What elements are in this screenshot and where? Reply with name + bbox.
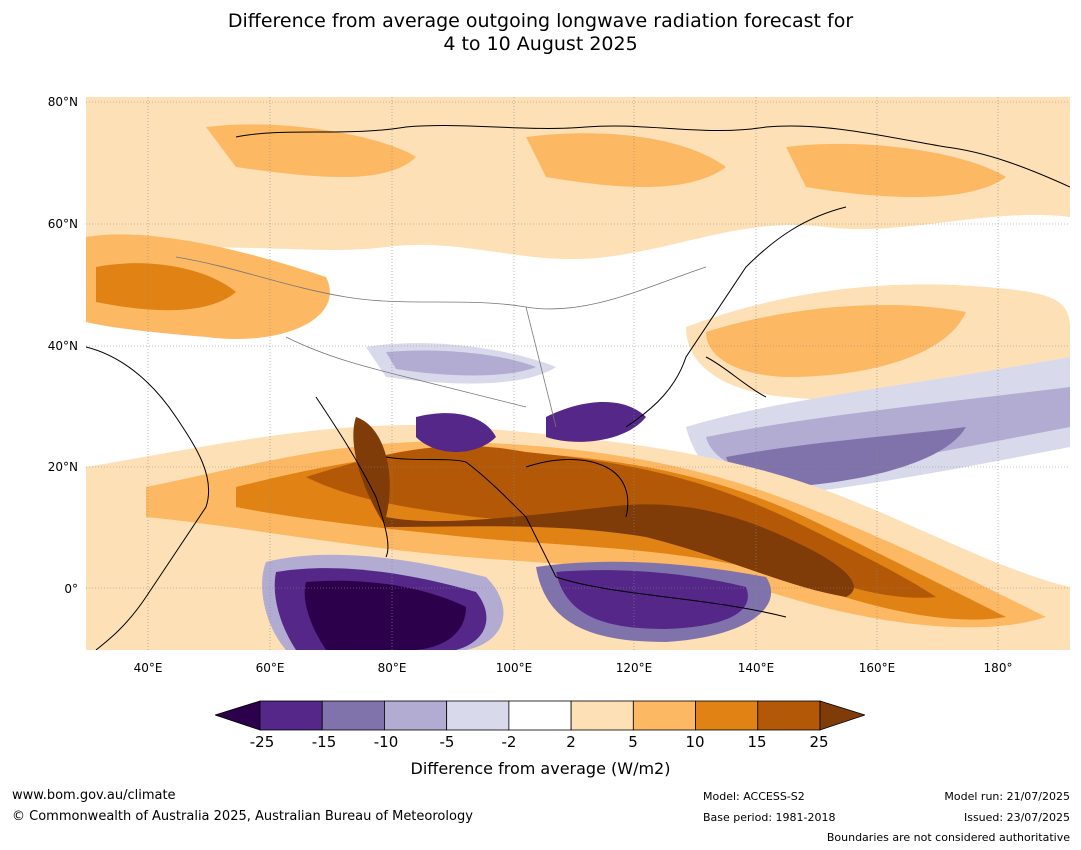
lon-label-120e: 120°E — [615, 661, 653, 675]
colorbar-tick: 25 — [809, 733, 829, 751]
olr-anomaly-map — [86, 97, 1070, 650]
lon-label-140e: 140°E — [737, 661, 775, 675]
colorbar-cell — [384, 700, 448, 731]
colorbar-tick: -15 — [311, 733, 337, 751]
colorbar-extend-high — [819, 700, 865, 731]
colorbar-tick: -25 — [249, 733, 275, 751]
lon-label-60e: 60°E — [255, 661, 285, 675]
footer-model-run: Model run: 21/07/2025 — [944, 790, 1070, 803]
colorbar-tick: -5 — [439, 733, 455, 751]
lat-label-40n: 40°N — [47, 339, 78, 353]
colorbar-tick: 10 — [685, 733, 705, 751]
colorbar-cell — [446, 700, 510, 731]
footer-copyright: © Commonwealth of Australia 2025, Austra… — [12, 809, 473, 824]
footer-base-period: Base period: 1981-2018 — [703, 811, 836, 824]
colorbar-extend-low — [215, 700, 261, 731]
map-title: Difference from average outgoing longwav… — [0, 10, 1081, 56]
title-line-1: Difference from average outgoing longwav… — [227, 10, 854, 32]
lon-label-80e: 80°E — [377, 661, 407, 675]
lon-label-40e: 40°E — [133, 661, 163, 675]
colorbar-cell — [508, 700, 572, 731]
footer-model: Model: ACCESS-S2 — [703, 790, 805, 803]
map-svg — [86, 97, 1070, 650]
lat-label-0: 0° — [64, 582, 78, 596]
footer-website: www.bom.gov.au/climate — [12, 788, 176, 803]
lon-label-160e: 160°E — [858, 661, 896, 675]
colorbar-cell — [259, 700, 323, 731]
footer-issued: Issued: 23/07/2025 — [963, 811, 1070, 824]
lat-label-20n: 20°N — [47, 460, 78, 474]
colorbar — [215, 700, 865, 731]
colorbar-cell — [632, 700, 696, 731]
lon-label-180: 180° — [983, 661, 1013, 675]
colorbar-tick: 2 — [566, 733, 576, 751]
colorbar-cell — [570, 700, 634, 731]
lat-label-60n: 60°N — [47, 217, 78, 231]
lat-label-80n: 80°N — [47, 95, 78, 109]
colorbar-tick: 5 — [628, 733, 638, 751]
colorbar-cell — [757, 700, 821, 731]
colorbar-cell — [321, 700, 385, 731]
title-line-2: 4 to 10 August 2025 — [443, 33, 638, 55]
colorbar-title: Difference from average (W/m2) — [410, 759, 671, 778]
footer-disclaimer: Boundaries are not considered authoritat… — [826, 831, 1070, 844]
colorbar-tick: -2 — [501, 733, 517, 751]
lon-label-100e: 100°E — [495, 661, 533, 675]
colorbar-tick: 15 — [747, 733, 767, 751]
colorbar-cell — [695, 700, 759, 731]
colorbar-tick: -10 — [373, 733, 399, 751]
